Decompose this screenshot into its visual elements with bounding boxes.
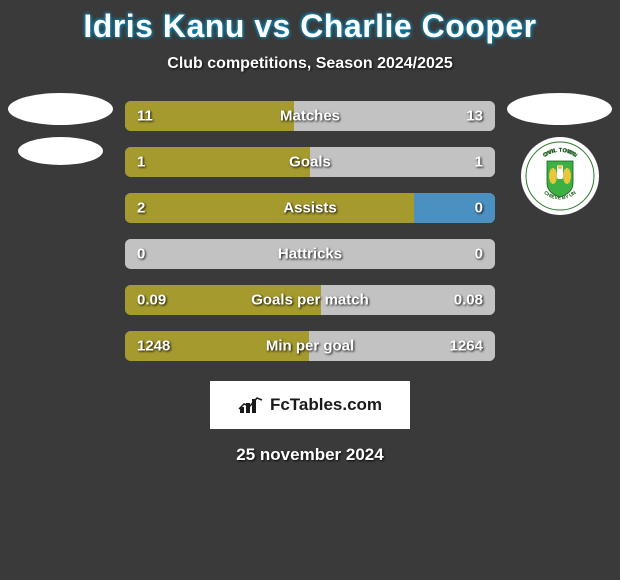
stat-row: 0.09 Goals per match 0.08 — [125, 285, 495, 315]
club-right-crest: OVIL TOWN OVIL TOWN CHIEVE BY UN — [521, 137, 599, 215]
watermark: FcTables.com — [210, 381, 410, 429]
stat-left-value: 1 — [137, 154, 145, 171]
stat-bars: 11 Matches 13 1 Goals 1 2 Assists 0 0 Hattricks 0 0.… — [125, 101, 495, 361]
stat-right-value: 0 — [475, 200, 483, 217]
stat-label: Goals — [289, 154, 331, 171]
bar-left-fill — [125, 147, 310, 177]
player-left-silhouette — [8, 93, 113, 125]
chart-icon — [238, 395, 264, 415]
stat-left-value: 0.09 — [137, 292, 166, 309]
stat-right-value: 0 — [475, 246, 483, 263]
stat-row: 0 Hattricks 0 — [125, 239, 495, 269]
stat-left-value: 2 — [137, 200, 145, 217]
player-right-silhouette — [507, 93, 612, 125]
stat-right-value: 1264 — [450, 338, 483, 355]
stat-right-value: 1 — [475, 154, 483, 171]
stat-label: Goals per match — [251, 292, 369, 309]
stat-left-value: 1248 — [137, 338, 170, 355]
date: 25 november 2024 — [0, 445, 620, 465]
bar-left-fill — [125, 193, 414, 223]
watermark-text: FcTables.com — [270, 395, 382, 415]
stat-right-value: 0.08 — [454, 292, 483, 309]
page-title: Idris Kanu vs Charlie Cooper — [0, 8, 620, 45]
stat-right-value: 13 — [466, 108, 483, 125]
stat-row: 1248 Min per goal 1264 — [125, 331, 495, 361]
player-left-avatars — [8, 93, 113, 165]
stat-left-value: 11 — [137, 108, 153, 125]
stat-left-value: 0 — [137, 246, 145, 263]
bar-right-fill — [310, 147, 495, 177]
stat-row: 11 Matches 13 — [125, 101, 495, 131]
comparison-area: OVIL TOWN OVIL TOWN CHIEVE BY UN — [0, 101, 620, 361]
club-left-silhouette — [18, 137, 103, 165]
stat-label: Assists — [283, 200, 336, 217]
stat-row: 2 Assists 0 — [125, 193, 495, 223]
stat-row: 1 Goals 1 — [125, 147, 495, 177]
stat-label: Hattricks — [278, 246, 342, 263]
player-right-avatars: OVIL TOWN OVIL TOWN CHIEVE BY UN — [507, 93, 612, 215]
subtitle: Club competitions, Season 2024/2025 — [0, 55, 620, 73]
stat-label: Matches — [280, 108, 340, 125]
stat-label: Min per goal — [266, 338, 354, 355]
